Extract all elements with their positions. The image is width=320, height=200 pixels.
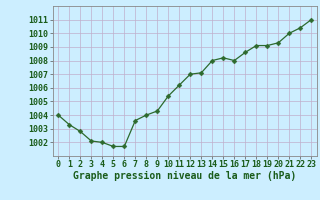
X-axis label: Graphe pression niveau de la mer (hPa): Graphe pression niveau de la mer (hPa) [73,171,296,181]
